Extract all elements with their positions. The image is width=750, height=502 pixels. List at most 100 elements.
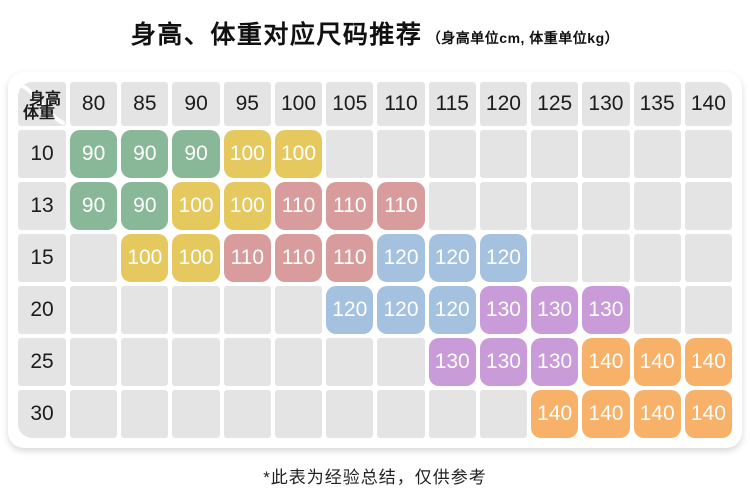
height-header-cell: 120: [479, 82, 528, 126]
size-cell: 120: [428, 286, 476, 334]
size-cell: 90: [121, 182, 169, 230]
height-header-cell: 140: [684, 82, 732, 126]
height-header-cell: 100: [274, 82, 323, 126]
empty-cell: [377, 338, 425, 386]
height-header-cell: 85: [121, 82, 169, 126]
size-cell: 140: [684, 390, 732, 438]
diagonal-divider-icon: [19, 83, 65, 125]
empty-cell: [274, 286, 323, 334]
size-cell: 90: [70, 182, 118, 230]
size-cell: 120: [377, 286, 425, 334]
size-cell: 130: [531, 286, 579, 334]
empty-cell: [684, 286, 732, 334]
empty-cell: [479, 130, 528, 178]
weight-label-cell: 15: [18, 234, 66, 282]
weight-label-cell: 20: [18, 286, 66, 334]
height-header-cell: 125: [531, 82, 579, 126]
empty-cell: [633, 234, 681, 282]
height-header-cell: 115: [428, 82, 476, 126]
corner-label-weight: 体重: [23, 105, 56, 122]
size-cell: 140: [633, 390, 681, 438]
size-cell: 100: [274, 130, 323, 178]
empty-cell: [377, 390, 425, 438]
empty-cell: [684, 182, 732, 230]
size-cell: 130: [428, 338, 476, 386]
empty-cell: [582, 130, 630, 178]
size-cell: 130: [582, 286, 630, 334]
size-cell: 110: [223, 234, 271, 282]
empty-cell: [684, 234, 732, 282]
page-title: 身高、体重对应尺码推荐 （身高单位cm, 体重单位kg）: [0, 0, 750, 49]
empty-cell: [531, 182, 579, 230]
empty-cell: [121, 286, 169, 334]
weight-label-cell: 25: [18, 338, 66, 386]
size-cell: 140: [582, 390, 630, 438]
empty-cell: [428, 182, 476, 230]
size-cell: 140: [531, 390, 579, 438]
height-header-cell: 110: [377, 82, 425, 126]
empty-cell: [633, 286, 681, 334]
empty-cell: [172, 390, 220, 438]
empty-cell: [70, 234, 118, 282]
empty-cell: [531, 130, 579, 178]
size-cell: 140: [684, 338, 732, 386]
size-cell: 140: [582, 338, 630, 386]
size-chart-card: 身高 体重 80 85 90 95 100 105 110 115 120 125 130 135 140 1…: [8, 72, 742, 448]
size-cell: 120: [479, 234, 528, 282]
empty-cell: [684, 130, 732, 178]
size-cell: 130: [531, 338, 579, 386]
size-cell: 90: [70, 130, 118, 178]
size-cell: 100: [223, 130, 271, 178]
size-cell: 100: [172, 182, 220, 230]
size-cell: 110: [326, 182, 374, 230]
empty-cell: [223, 286, 271, 334]
size-cell: 100: [121, 234, 169, 282]
size-cell: 130: [479, 286, 528, 334]
title-main: 身高、体重对应尺码推荐: [130, 21, 423, 49]
empty-cell: [172, 338, 220, 386]
size-cell: 90: [172, 130, 220, 178]
corner-cell: 身高 体重: [18, 82, 66, 126]
size-grid: 身高 体重 80 85 90 95 100 105 110 115 120 125 130 135 140 1…: [18, 82, 732, 438]
size-cell: 110: [274, 182, 323, 230]
height-header-cell: 90: [172, 82, 220, 126]
weight-label-cell: 13: [18, 182, 66, 230]
size-cell: 110: [377, 182, 425, 230]
weight-label-cell: 10: [18, 130, 66, 178]
empty-cell: [70, 338, 118, 386]
size-cell: 130: [479, 338, 528, 386]
height-header-cell: 135: [633, 82, 681, 126]
empty-cell: [479, 182, 528, 230]
empty-cell: [479, 390, 528, 438]
empty-cell: [582, 234, 630, 282]
height-header-cell: 80: [70, 82, 118, 126]
empty-cell: [274, 338, 323, 386]
empty-cell: [121, 338, 169, 386]
empty-cell: [70, 390, 118, 438]
empty-cell: [223, 338, 271, 386]
corner-label-height: 身高: [28, 91, 61, 108]
empty-cell: [172, 286, 220, 334]
size-cell: 110: [274, 234, 323, 282]
weight-label-cell: 30: [18, 390, 66, 438]
empty-cell: [377, 130, 425, 178]
empty-cell: [70, 286, 118, 334]
size-cell: 100: [223, 182, 271, 230]
empty-cell: [274, 390, 323, 438]
empty-cell: [428, 130, 476, 178]
empty-cell: [223, 390, 271, 438]
empty-cell: [121, 390, 169, 438]
footnote: *此表为经验总结，仅供参考: [263, 468, 487, 487]
empty-cell: [582, 182, 630, 230]
size-cell: 100: [172, 234, 220, 282]
size-cell: 120: [377, 234, 425, 282]
height-header-cell: 95: [223, 82, 271, 126]
empty-cell: [531, 234, 579, 282]
empty-cell: [633, 130, 681, 178]
size-cell: 120: [428, 234, 476, 282]
empty-cell: [428, 390, 476, 438]
height-header-cell: 105: [326, 82, 374, 126]
title-sub: （身高单位cm, 体重单位kg）: [426, 30, 620, 46]
size-cell: 90: [121, 130, 169, 178]
empty-cell: [633, 182, 681, 230]
